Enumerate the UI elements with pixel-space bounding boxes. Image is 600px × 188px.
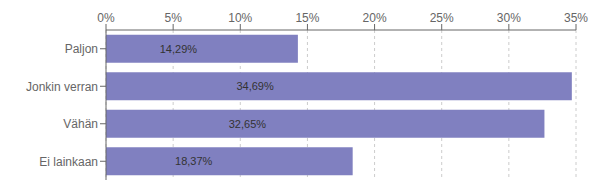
svg-text:32,65%: 32,65%: [229, 118, 267, 130]
svg-text:0%: 0%: [97, 11, 115, 25]
svg-text:Jonkin verran: Jonkin verran: [26, 80, 98, 94]
svg-text:10%: 10%: [228, 11, 252, 25]
svg-text:30%: 30%: [497, 11, 521, 25]
svg-text:18,37%: 18,37%: [175, 155, 213, 167]
svg-text:5%: 5%: [164, 11, 182, 25]
svg-text:25%: 25%: [430, 11, 454, 25]
svg-text:Ei lainkaan: Ei lainkaan: [39, 155, 98, 169]
svg-text:34,69%: 34,69%: [236, 80, 274, 92]
svg-text:35%: 35%: [564, 11, 588, 25]
svg-text:Paljon: Paljon: [65, 42, 98, 56]
svg-text:14,29%: 14,29%: [160, 43, 198, 55]
svg-text:20%: 20%: [363, 11, 387, 25]
svg-text:Vähän: Vähän: [63, 117, 98, 131]
svg-text:15%: 15%: [295, 11, 319, 25]
